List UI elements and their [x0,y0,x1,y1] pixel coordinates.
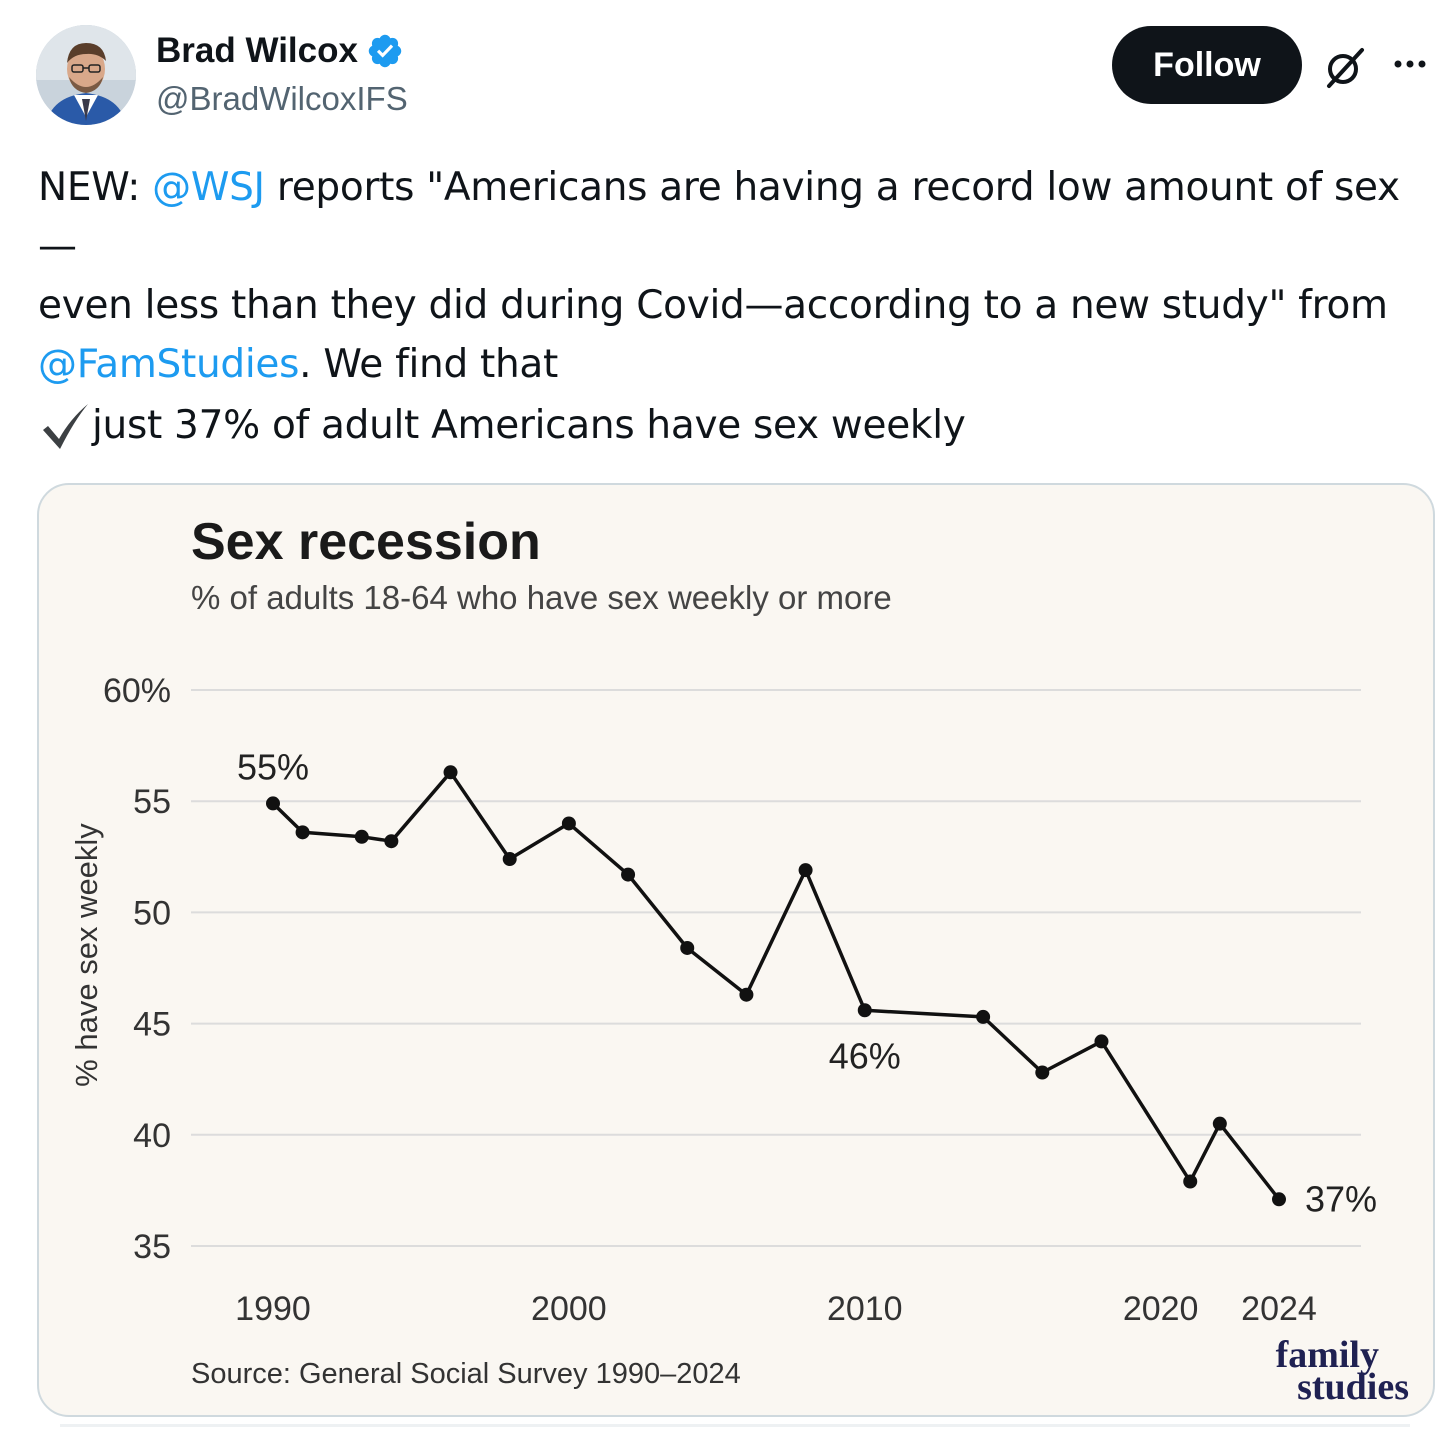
mention-wsj-link[interactable]: @WSJ [152,165,265,210]
media-image-card[interactable]: Sex recession % of adults 18-64 who have… [37,483,1435,1417]
y-tick-label: 35 [133,1228,171,1266]
tweet-text-segment: . We find that [299,342,559,387]
y-tick-label: 55 [133,783,171,821]
data-point [384,834,399,849]
data-point [1212,1116,1227,1131]
author-handle[interactable]: @BradWilcoxIFS [156,80,408,117]
chart-subtitle: % of adults 18-64 who have sex weekly or… [191,579,892,616]
author-name-text: Brad Wilcox [156,31,358,70]
data-label: 37% [1305,1178,1377,1219]
tweet-line-3: @FamStudies. We find that [38,335,1428,394]
check-mark-icon [43,403,88,449]
x-tick-label: 2010 [827,1290,903,1328]
data-point [354,829,369,844]
line-chart: Sex recession % of adults 18-64 who have… [69,513,1409,1408]
brand-logo-line-2: studies [1297,1366,1409,1408]
tweet-check-line: just 37% of adult Americans have sex wee… [38,396,966,455]
avatar[interactable] [36,25,136,125]
y-tick-label: 50 [133,894,171,932]
data-point [1094,1034,1109,1049]
data-point [680,940,695,955]
y-tick-label: 40 [133,1117,171,1155]
chart-title: Sex recession [191,513,541,571]
x-tick-label: 2024 [1241,1290,1317,1328]
x-tick-label: 2020 [1123,1290,1199,1328]
y-tick-label: 45 [133,1006,171,1044]
chart-source: Source: General Social Survey 1990–2024 [191,1358,741,1390]
y-tick-label: 60% [103,672,171,710]
tweet-line-1: NEW: @WSJ reports "Americans are having … [38,158,1428,276]
data-point [561,816,576,831]
tweet-text: NEW: @WSJ reports "Americans are having … [38,158,1428,394]
data-label: 55% [237,746,309,787]
tweet-line-2: even less than they did during Covid—acc… [38,283,1388,328]
author-name[interactable]: Brad Wilcox [156,30,404,72]
verified-badge-icon [368,34,402,68]
data-point [976,1009,991,1024]
data-point [295,825,310,840]
data-point [266,796,280,811]
more-options-icon[interactable] [1388,44,1436,84]
profile-photo-icon [36,25,136,125]
data-point [1272,1192,1286,1207]
mention-famstudies-link[interactable]: @FamStudies [38,342,300,387]
grok-icon[interactable] [1320,44,1368,92]
data-label: 46% [829,1035,901,1076]
data-point [502,852,517,867]
y-axis-label: % have sex weekly [69,823,104,1087]
x-tick-label: 1990 [235,1290,311,1328]
follow-button[interactable]: Follow [1112,26,1302,104]
data-point [798,863,813,878]
data-point [1035,1065,1050,1080]
data-point [443,765,458,780]
brand-logo-line-1: family [1276,1334,1379,1376]
data-point [739,987,754,1002]
x-tick-label: 2000 [531,1290,607,1328]
data-point [1183,1174,1198,1189]
data-point [857,1003,872,1018]
divider [60,1424,1410,1427]
check-line-text: just 37% of adult Americans have sex wee… [92,403,966,448]
tweet-text-segment: reports "Americans are having a record l… [38,165,1400,269]
tweet-text-segment: NEW: [38,165,153,210]
data-point [621,867,636,882]
